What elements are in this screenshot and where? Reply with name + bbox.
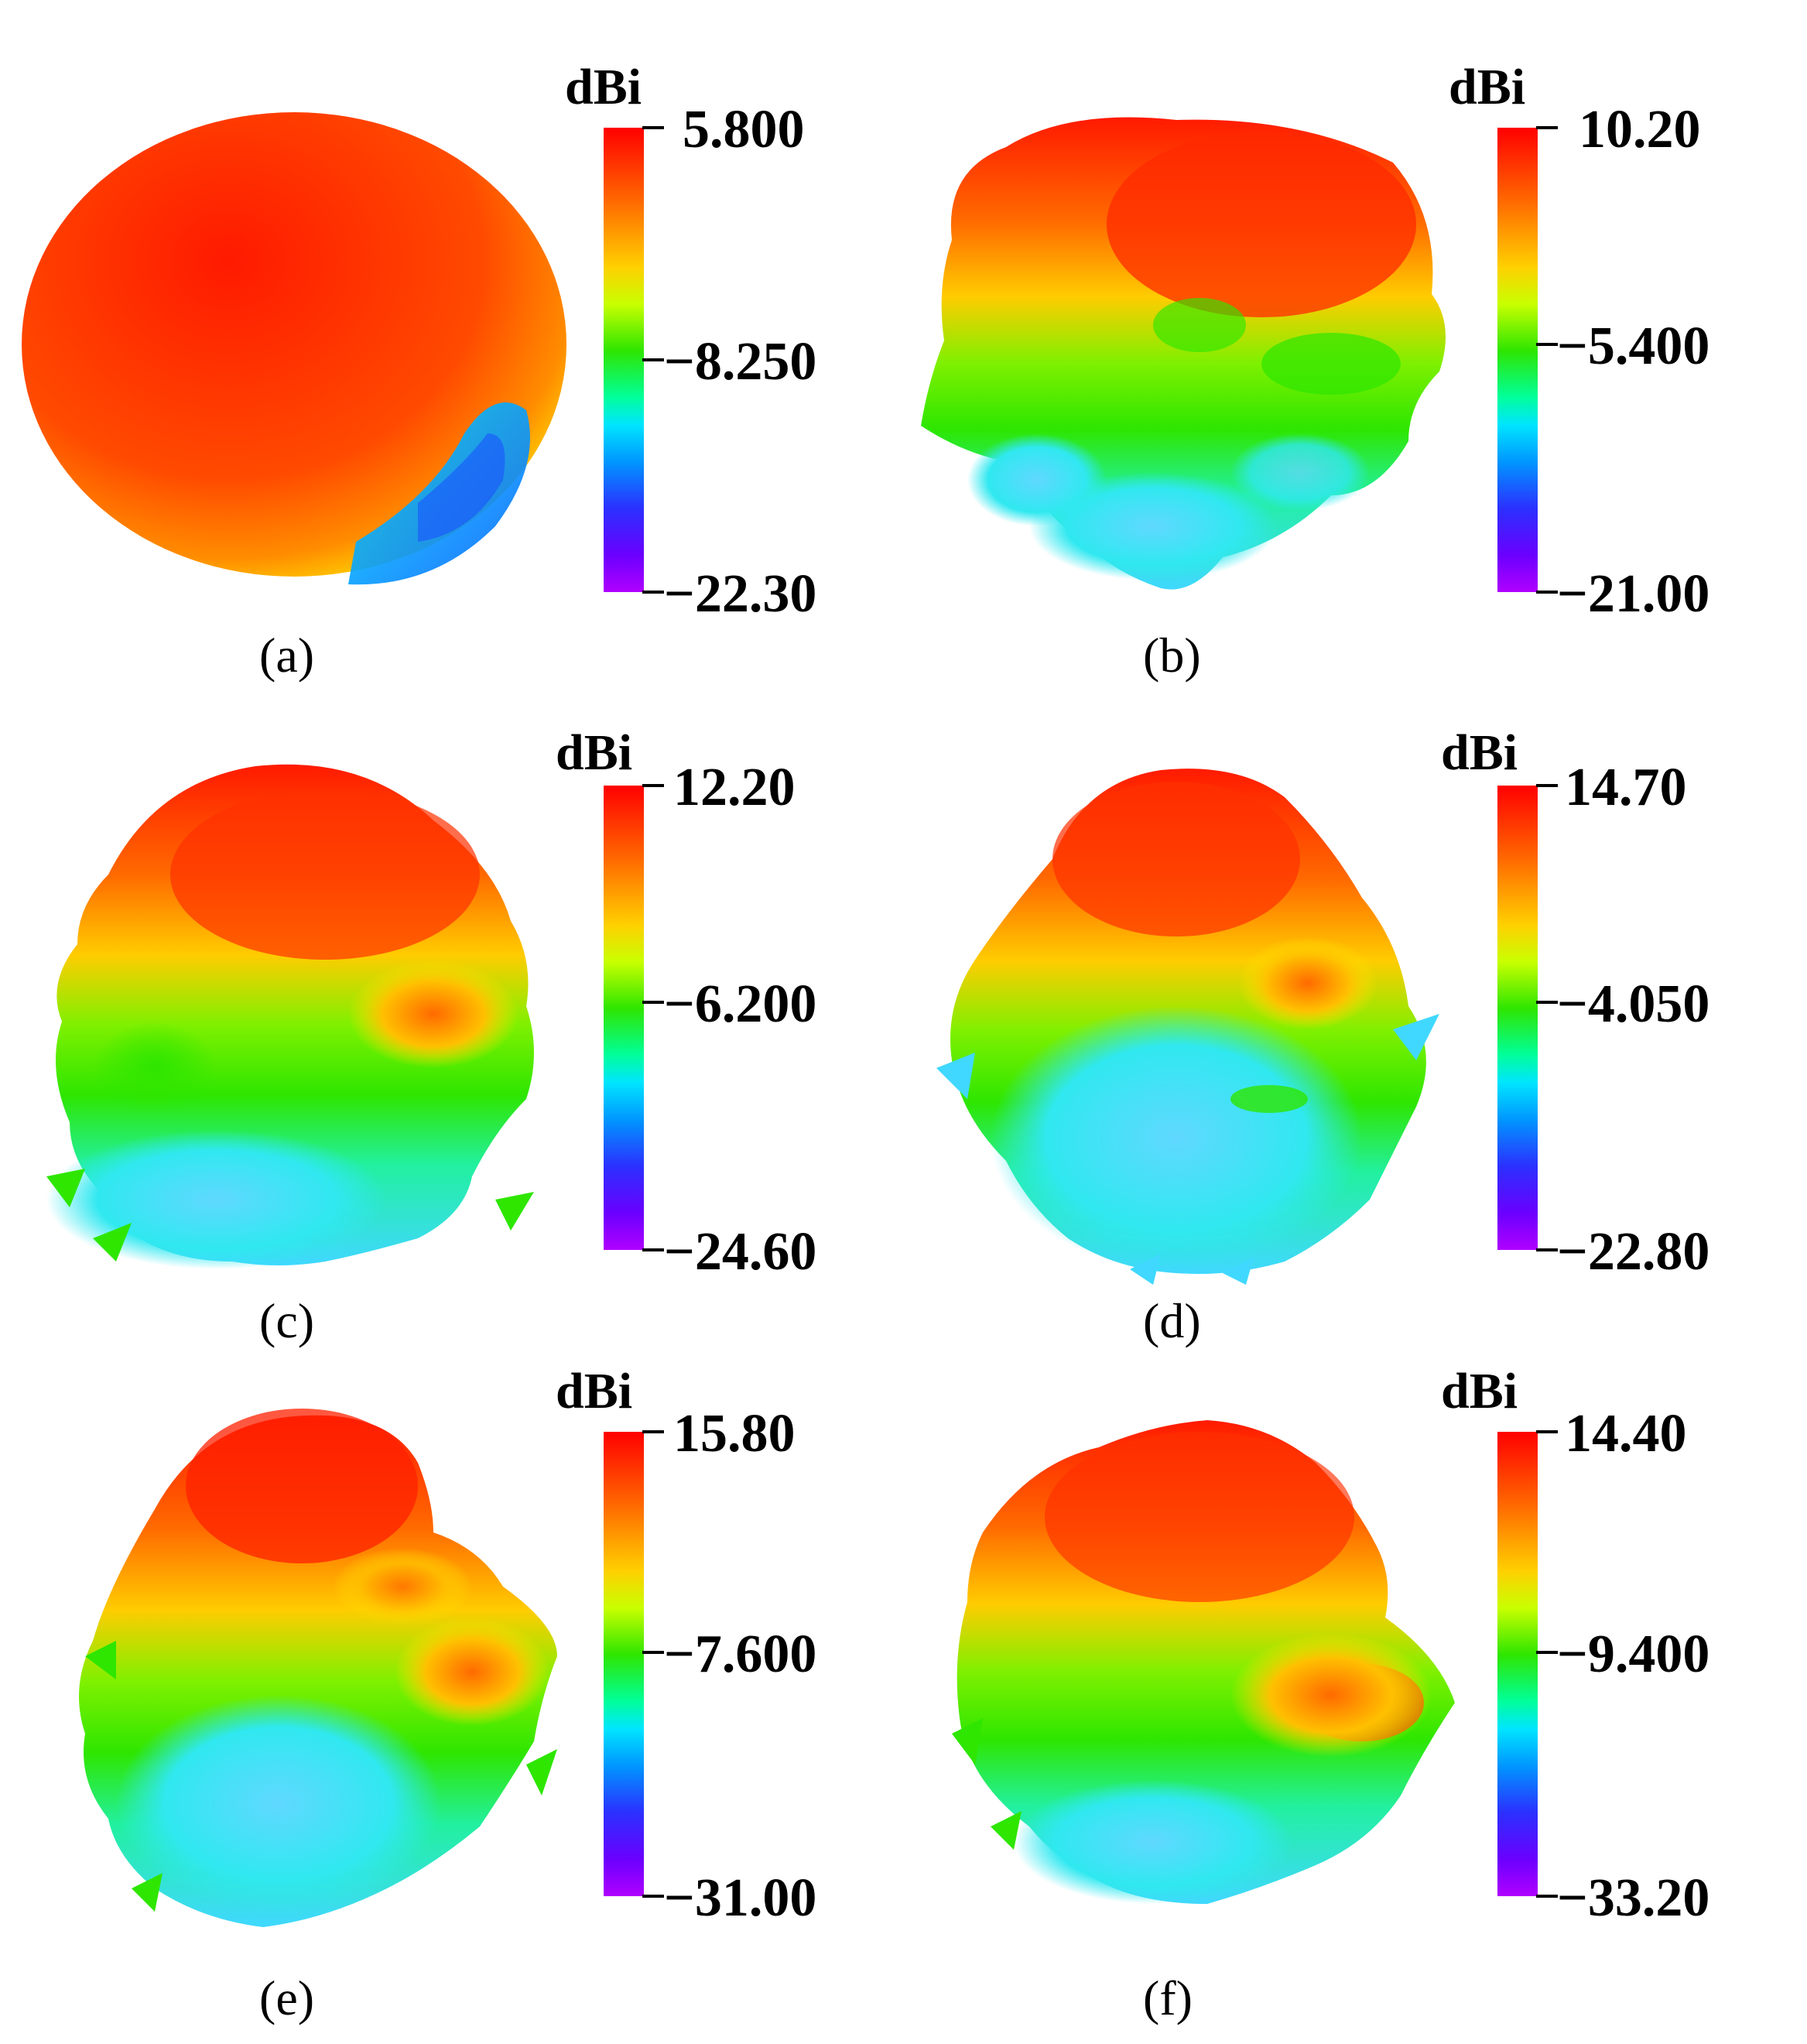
- panel-f: dBi 14.40 −9.400 −33.20 (f): [898, 1331, 1795, 2023]
- colorbar-max-label: 10.20: [1579, 100, 1701, 159]
- panel-e: dBi 15.80 −7.600 −31.00 (e): [0, 1331, 898, 2023]
- colorbar-max-label: 14.40: [1565, 1404, 1687, 1464]
- colorbar-mid-label: −6.200: [664, 974, 817, 1034]
- colorbar-unit: dBi: [565, 59, 642, 115]
- panel-b: dBi 10.20 −5.400 −21.00 (b): [898, 0, 1795, 680]
- radiation-pattern-a: [22, 112, 566, 585]
- colorbar-tick-max: [1536, 126, 1558, 129]
- panel-d: dBi 14.70 −4.050 −22.80 (d): [898, 666, 1795, 1346]
- colorbar-min-label: −21.00: [1557, 564, 1710, 624]
- colorbar-tick-max: [1536, 1430, 1558, 1433]
- colorbar-tick-mid: [642, 1001, 664, 1004]
- colorbar-unit: dBi: [1449, 59, 1526, 115]
- colorbar-max-label: 15.80: [673, 1404, 796, 1464]
- colorbar-tick-min: [642, 1895, 664, 1898]
- colorbar-min-label: −22.30: [664, 564, 817, 624]
- radiation-pattern-d: [936, 769, 1439, 1285]
- colorbar-max-label: 12.20: [673, 758, 796, 817]
- panel-caption: (a): [259, 628, 315, 683]
- colorbar-unit: dBi: [1441, 1363, 1518, 1419]
- colorbar-max-label: 14.70: [1565, 758, 1687, 817]
- colorbar-tick-min: [1536, 1248, 1558, 1251]
- colorbar: [604, 1432, 644, 1896]
- colorbar-min-label: −31.00: [664, 1868, 817, 1928]
- colorbar: [1497, 128, 1538, 592]
- colorbar: [1497, 1432, 1538, 1896]
- colorbar-max-label: 5.800: [683, 100, 805, 159]
- colorbar-tick-min: [642, 591, 664, 594]
- panel-caption: (f): [1143, 1970, 1193, 2025]
- colorbar-unit: dBi: [556, 724, 633, 781]
- radiation-pattern-f: [952, 1420, 1455, 1904]
- radiation-pattern-c: [46, 764, 534, 1269]
- colorbar-tick-max: [642, 1430, 664, 1433]
- colorbar-mid-label: −7.600: [664, 1625, 817, 1684]
- colorbar: [604, 128, 644, 592]
- colorbar: [604, 786, 644, 1250]
- colorbar-tick-mid: [642, 358, 664, 361]
- colorbar-tick-min: [642, 1248, 664, 1251]
- colorbar-tick-min: [1536, 591, 1558, 594]
- panel-caption: (e): [259, 1970, 315, 2025]
- colorbar-mid-label: −9.400: [1557, 1625, 1710, 1684]
- colorbar-min-label: −22.80: [1557, 1222, 1710, 1282]
- colorbar-tick-max: [642, 784, 664, 787]
- colorbar-tick-mid: [1536, 1001, 1558, 1004]
- colorbar-unit: dBi: [1441, 724, 1518, 781]
- colorbar-tick-max: [1536, 784, 1558, 787]
- colorbar-mid-label: −5.400: [1557, 317, 1710, 376]
- colorbar-mid-label: −4.050: [1557, 974, 1710, 1034]
- radiation-pattern-e: [79, 1409, 557, 1927]
- colorbar-min-label: −33.20: [1557, 1868, 1710, 1928]
- colorbar-tick-min: [1536, 1895, 1558, 1898]
- colorbar-unit: dBi: [556, 1363, 633, 1419]
- panel-a: dBi 5.800 −8.250 −22.30 (a): [0, 0, 898, 680]
- colorbar-tick-mid: [1536, 343, 1558, 346]
- colorbar-min-label: −24.60: [664, 1222, 817, 1282]
- panel-caption: (b): [1143, 628, 1201, 683]
- radiation-pattern-b: [921, 117, 1446, 590]
- panel-caption: (c): [259, 1293, 315, 1348]
- colorbar-tick-mid: [642, 1651, 664, 1654]
- colorbar-tick-mid: [1536, 1651, 1558, 1654]
- colorbar-tick-max: [642, 126, 664, 129]
- colorbar-mid-label: −8.250: [664, 332, 817, 392]
- colorbar: [1497, 786, 1538, 1250]
- panel-caption: (d): [1143, 1293, 1201, 1348]
- panel-c: dBi 12.20 −6.200 −24.60 (c): [0, 666, 898, 1346]
